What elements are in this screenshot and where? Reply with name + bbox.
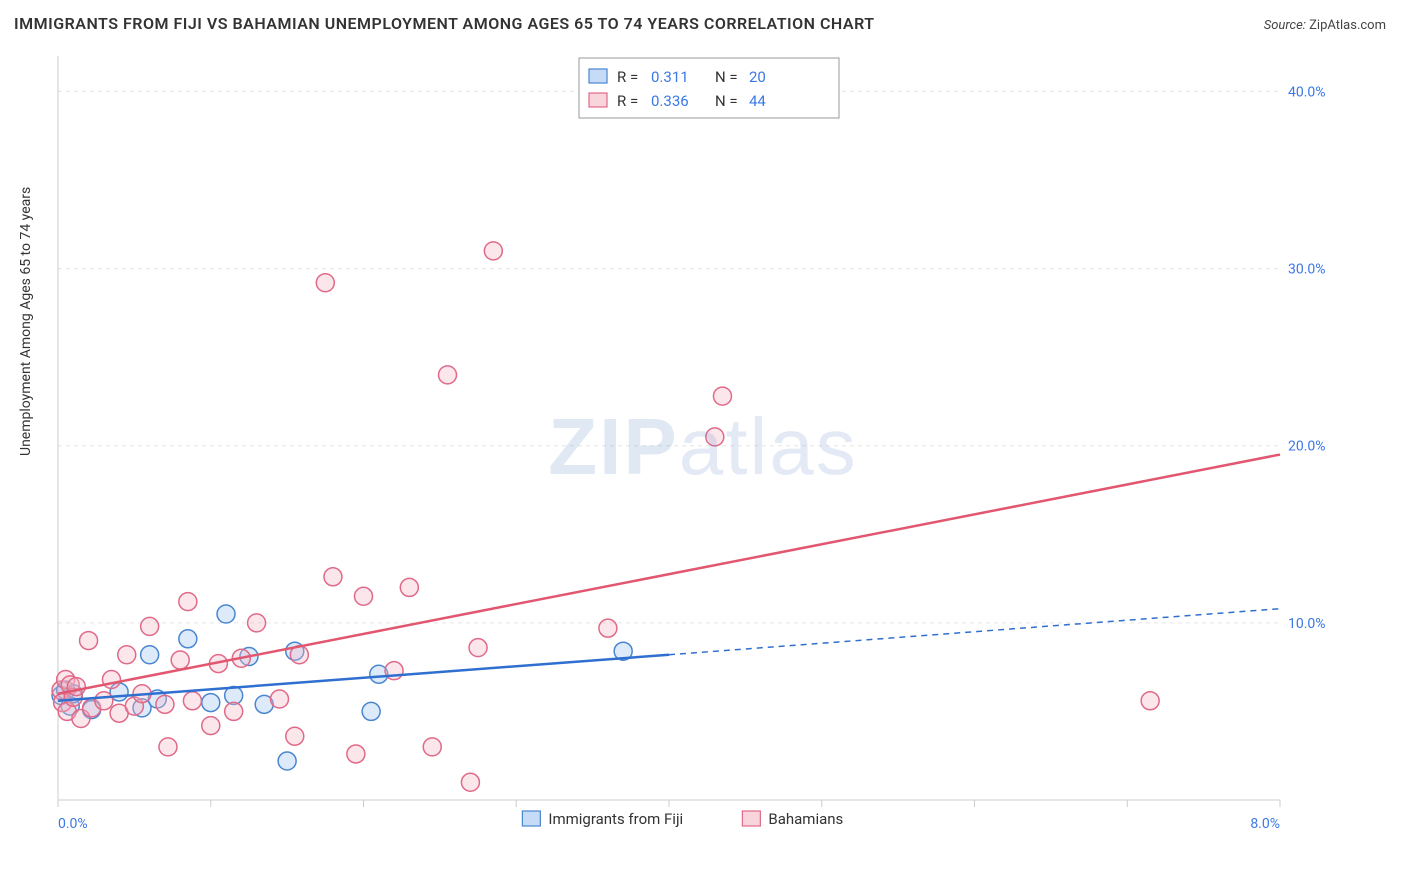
chart-container: Unemployment Among Ages 65 to 74 years Z… <box>14 46 1392 882</box>
data-point <box>67 678 85 696</box>
data-point <box>225 702 243 720</box>
legend-top: R = 0.311 N = 20 R = 0.336 N = 44 <box>579 58 839 118</box>
legend-swatch <box>589 93 607 107</box>
y-tick-label: 10.0% <box>1288 616 1326 632</box>
data-point <box>141 646 159 664</box>
legend-label: Bahamians <box>768 810 843 828</box>
scatter-chart: 10.0% 20.0% 30.0% 40.0% 0.0% 8.0% R = 0.311 N = 2… <box>14 46 1348 846</box>
legend-bottom: Immigrants from Fiji Bahamians <box>522 810 843 828</box>
data-point <box>179 630 197 648</box>
trend-line-extrapolated <box>669 609 1280 655</box>
data-point <box>706 428 724 446</box>
legend-text: R = <box>617 92 638 110</box>
legend-text: R = <box>617 68 638 86</box>
data-point <box>118 646 136 664</box>
data-point <box>156 695 174 713</box>
y-tick-label: 20.0% <box>1288 439 1326 455</box>
data-point <box>141 617 159 635</box>
legend-label: Immigrants from Fiji <box>548 810 683 828</box>
chart-title: IMMIGRANTS FROM FIJI VS BAHAMIAN UNEMPLO… <box>14 14 875 33</box>
data-point <box>171 651 189 669</box>
data-point <box>183 692 201 710</box>
data-point <box>248 614 266 632</box>
data-point <box>316 274 334 292</box>
legend-text: N = <box>715 92 738 110</box>
data-point <box>324 568 342 586</box>
data-point <box>347 745 365 763</box>
source-value: ZipAtlas.com <box>1309 18 1386 33</box>
data-point <box>270 690 288 708</box>
data-point <box>159 738 177 756</box>
data-point <box>469 639 487 657</box>
x-tick-label: 0.0% <box>58 816 88 832</box>
y-tick-label: 40.0% <box>1288 84 1326 100</box>
legend-text: 44 <box>749 92 766 110</box>
data-point <box>362 702 380 720</box>
data-point <box>278 752 296 770</box>
data-point <box>202 717 220 735</box>
data-point <box>423 738 441 756</box>
x-tick-label: 8.0% <box>1250 816 1280 832</box>
data-point <box>102 671 120 689</box>
source-label: Source: <box>1264 18 1306 33</box>
y-axis-label: Unemployment Among Ages 65 to 74 years <box>18 187 34 456</box>
legend-text: N = <box>715 68 738 86</box>
data-point <box>400 578 418 596</box>
legend-swatch <box>522 811 540 826</box>
data-point <box>286 727 304 745</box>
data-point <box>179 593 197 611</box>
data-point <box>1141 692 1159 710</box>
legend-text: 0.336 <box>651 92 689 110</box>
source-attribution: Source: ZipAtlas.com <box>1264 18 1386 33</box>
data-point <box>484 242 502 260</box>
y-tick-label: 30.0% <box>1288 262 1326 278</box>
data-point <box>202 694 220 712</box>
data-point <box>80 632 98 650</box>
trend-line <box>58 455 1280 694</box>
data-point <box>713 387 731 405</box>
legend-text: 0.311 <box>651 68 689 86</box>
legend-swatch <box>742 811 760 826</box>
legend-swatch <box>589 69 607 83</box>
legend-text: 20 <box>749 68 766 86</box>
data-point <box>217 605 235 623</box>
data-point <box>599 619 617 637</box>
data-point <box>95 692 113 710</box>
data-point <box>461 773 479 791</box>
data-point <box>355 587 373 605</box>
data-point <box>439 366 457 384</box>
